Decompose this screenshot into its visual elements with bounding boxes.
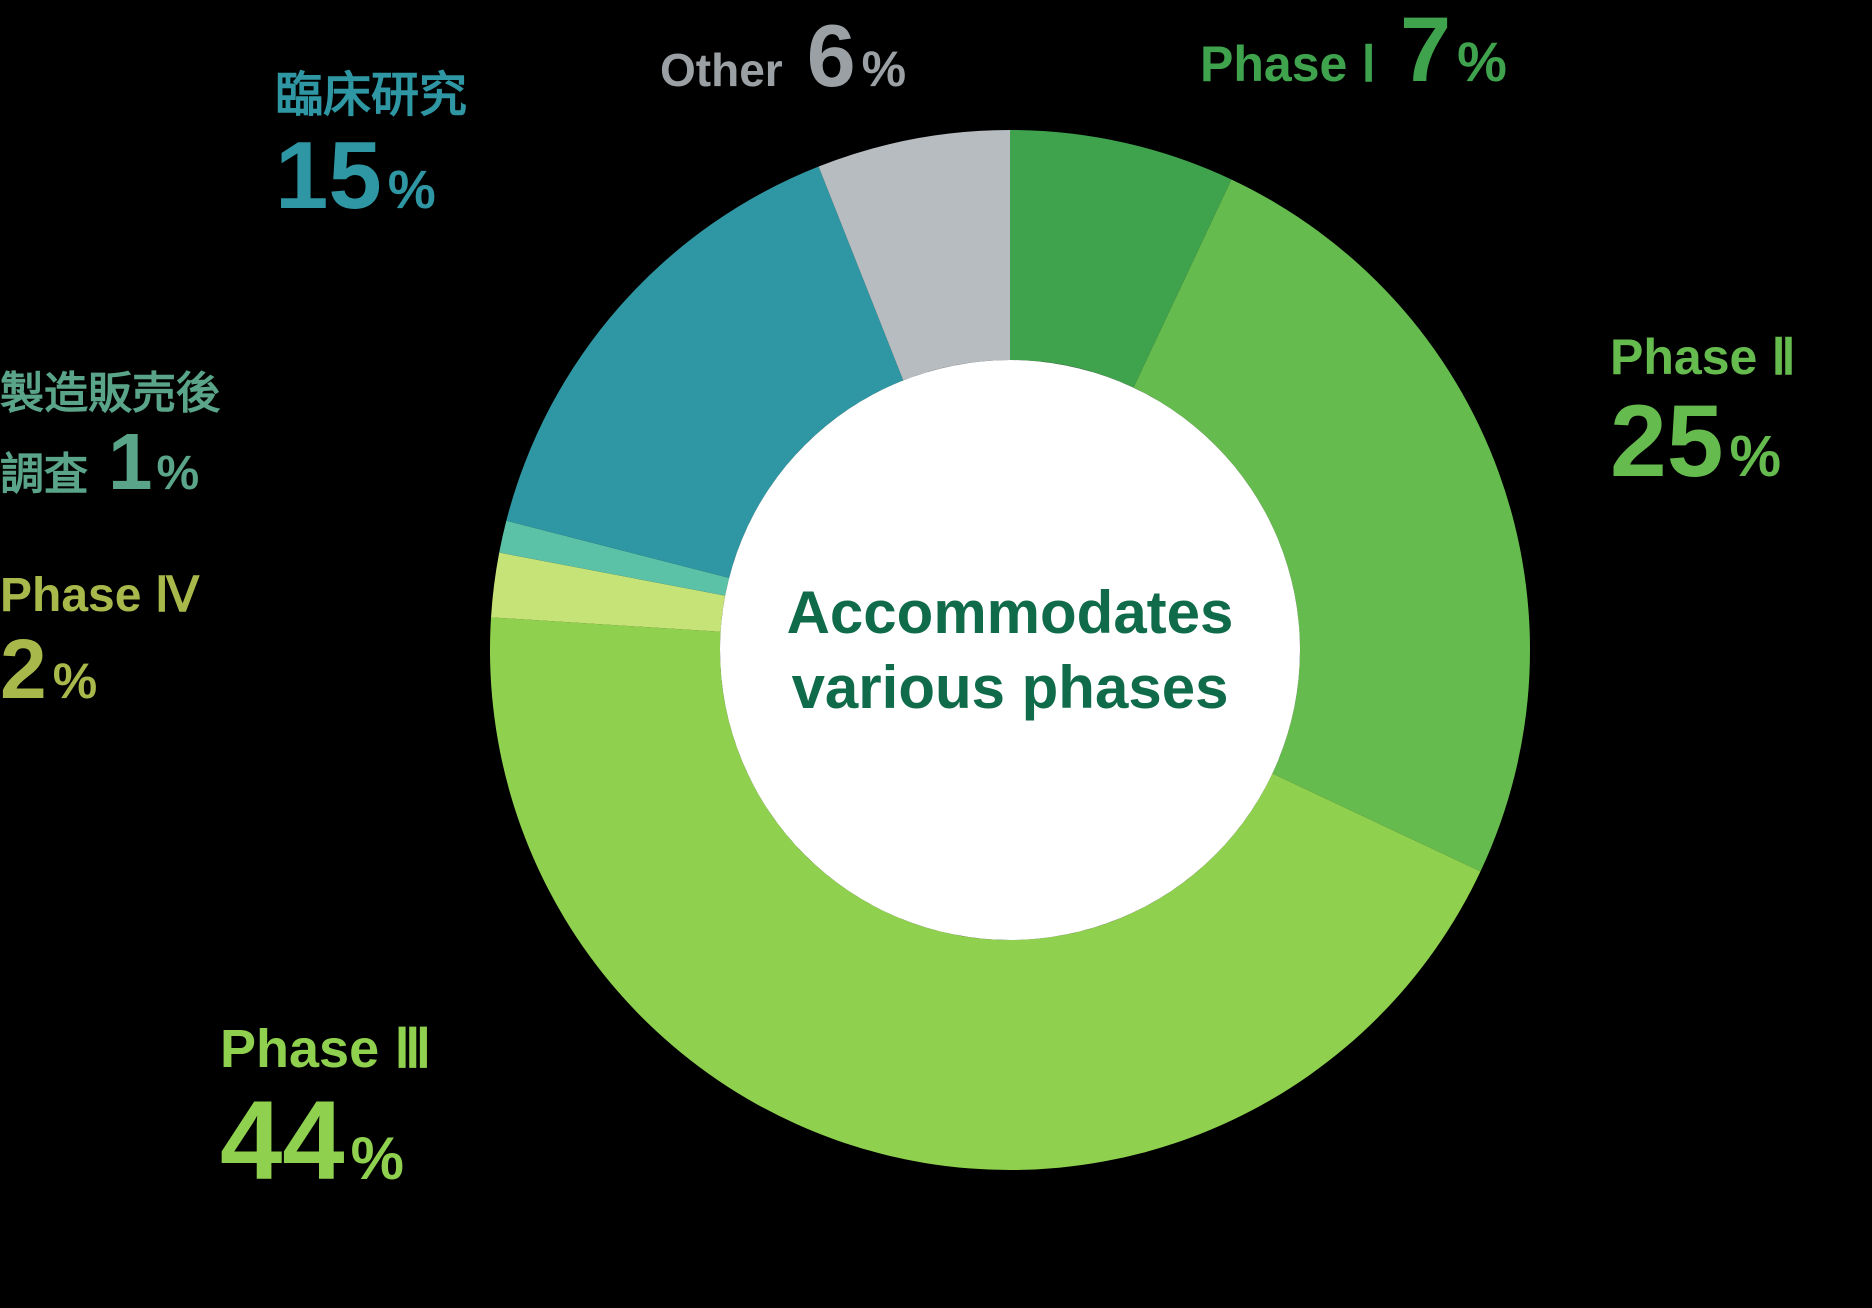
chart-center-label: Accommodates various phases <box>740 575 1280 725</box>
slice-label: Phase Ⅰ 7% <box>1200 0 1507 101</box>
slice-label: Phase Ⅲ44% <box>220 1020 431 1203</box>
slice-label-name: Phase Ⅳ <box>0 570 199 623</box>
slice-label: 臨床研究15% <box>275 70 467 228</box>
slice-label-value: 7 <box>1400 0 1451 101</box>
center-line-2: various phases <box>740 650 1280 725</box>
slice-label-value: 44 <box>220 1079 345 1202</box>
slice-label-name: Phase Ⅱ <box>1610 330 1796 385</box>
slice-label-pct: % <box>1729 425 1781 489</box>
slice-label-pct: % <box>351 1126 404 1192</box>
slice-label-pct: % <box>157 448 200 501</box>
slice-label-pct: % <box>862 42 906 97</box>
slice-label-name: 製造販売後 <box>0 370 220 418</box>
slice-label-name: Other <box>660 45 783 96</box>
slice-label-value: 1 <box>108 418 153 506</box>
slice-label-value: 6 <box>807 8 856 105</box>
center-line-1: Accommodates <box>740 575 1280 650</box>
slice-label-value: 2 <box>0 623 47 715</box>
slice-label: Phase Ⅱ25% <box>1610 330 1796 497</box>
slice-label-pct: % <box>1457 31 1507 93</box>
slice-label-pct: % <box>388 161 436 220</box>
donut-chart: Accommodates various phases <box>440 80 1580 1220</box>
slice-label-value: 15 <box>275 123 382 229</box>
slice-label: 製造販売後調査 1% <box>0 370 220 506</box>
slice-label: Other 6% <box>660 8 906 105</box>
slice-label-pct: % <box>53 654 97 709</box>
slice-label-name: 臨床研究 <box>275 70 467 123</box>
slice-label: Phase Ⅳ2% <box>0 570 199 715</box>
slice-label-name-2: 調査 <box>0 451 88 499</box>
slice-label-value: 25 <box>1610 385 1723 497</box>
slice-label-name: Phase Ⅲ <box>220 1020 431 1079</box>
slice-label-name: Phase Ⅰ <box>1200 37 1376 92</box>
